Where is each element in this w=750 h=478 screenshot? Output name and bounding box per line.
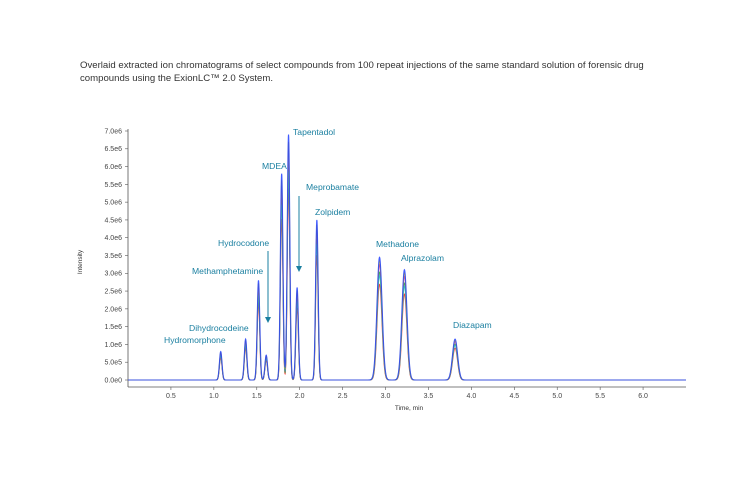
trace-line-3 (128, 149, 686, 381)
y-tick-label: 0.0e0 (104, 377, 122, 384)
x-tick-label: 3.5 (424, 393, 434, 400)
y-tick-label: 1.0e6 (104, 342, 122, 349)
y-tick-label: 7.0e6 (104, 128, 122, 135)
y-axis-label: Intensity (77, 249, 84, 274)
figure-caption: Overlaid extracted ion chromatograms of … (80, 60, 644, 84)
x-tick-label: 3.0 (381, 393, 391, 400)
y-tick-label: 2.0e6 (104, 306, 122, 313)
peak-label-hydromorphone: Hydromorphone (164, 335, 226, 345)
y-tick-label: 6.0e6 (104, 164, 122, 171)
chart-ticks: 0.5 1.0 1.5 2.0 2.5 3.0 3.5 4.0 4.5 5.0 5.5 6.0 0.0e… (104, 128, 648, 400)
x-tick-label: 2.5 (338, 393, 348, 400)
x-tick-label: 1.5 (252, 393, 262, 400)
peak-label-methamphetamine: Methamphetamine (192, 266, 263, 276)
x-tick-label: 1.0 (209, 393, 219, 400)
trace-line-1 (128, 188, 686, 381)
y-tick-label: 4.0e6 (104, 235, 122, 242)
x-tick-label: 5.0 (552, 393, 562, 400)
x-tick-label: 6.0 (638, 393, 648, 400)
peak-label-dihydrocodeine: Dihydrocodeine (189, 323, 249, 333)
y-tick-label: 6.5e6 (104, 146, 122, 153)
x-tick-label: 5.5 (595, 393, 605, 400)
y-tick-label: 3.5e6 (104, 253, 122, 260)
peak-label-hydrocodone: Hydrocodone (218, 238, 269, 248)
x-tick-label: 4.5 (509, 393, 519, 400)
x-tick-label: 0.5 (166, 393, 176, 400)
y-tick-label: 5.0e6 (104, 200, 122, 207)
meprobamate-arrow (296, 196, 302, 272)
x-tick-label: 2.0 (295, 393, 305, 400)
peak-label-meprobamate: Meprobamate (306, 182, 359, 192)
chart-axes (127, 129, 686, 388)
chart-annotations: Hydromorphone Dihydrocodeine Methamphetami… (164, 127, 492, 345)
y-tick-label: 5.5e6 (104, 182, 122, 189)
hydrocodone-arrow-head (265, 317, 271, 323)
x-axis-label: Time, min (395, 405, 424, 412)
trace-line-6 (128, 134, 686, 381)
peak-label-alprazolam: Alprazolam (401, 253, 444, 263)
y-tick-label: 2.5e6 (104, 288, 122, 295)
y-tick-label: 4.5e6 (104, 217, 122, 224)
y-tick-label: 1.5e6 (104, 324, 122, 331)
peak-label-tapentadol: Tapentadol (293, 127, 335, 137)
chart-traces (128, 134, 686, 381)
x-tick-label: 4.0 (467, 393, 477, 400)
peak-label-methadone: Methadone (376, 239, 419, 249)
y-tick-label: 5.0e5 (104, 360, 122, 367)
meprobamate-arrow-head (296, 266, 302, 272)
peak-label-diazapam: Diazapam (453, 320, 492, 330)
y-tick-label: 3.0e6 (104, 271, 122, 278)
hydrocodone-arrow (265, 251, 271, 323)
peak-label-mdea: MDEA (262, 161, 287, 171)
peak-label-zolpidem: Zolpidem (315, 207, 350, 217)
